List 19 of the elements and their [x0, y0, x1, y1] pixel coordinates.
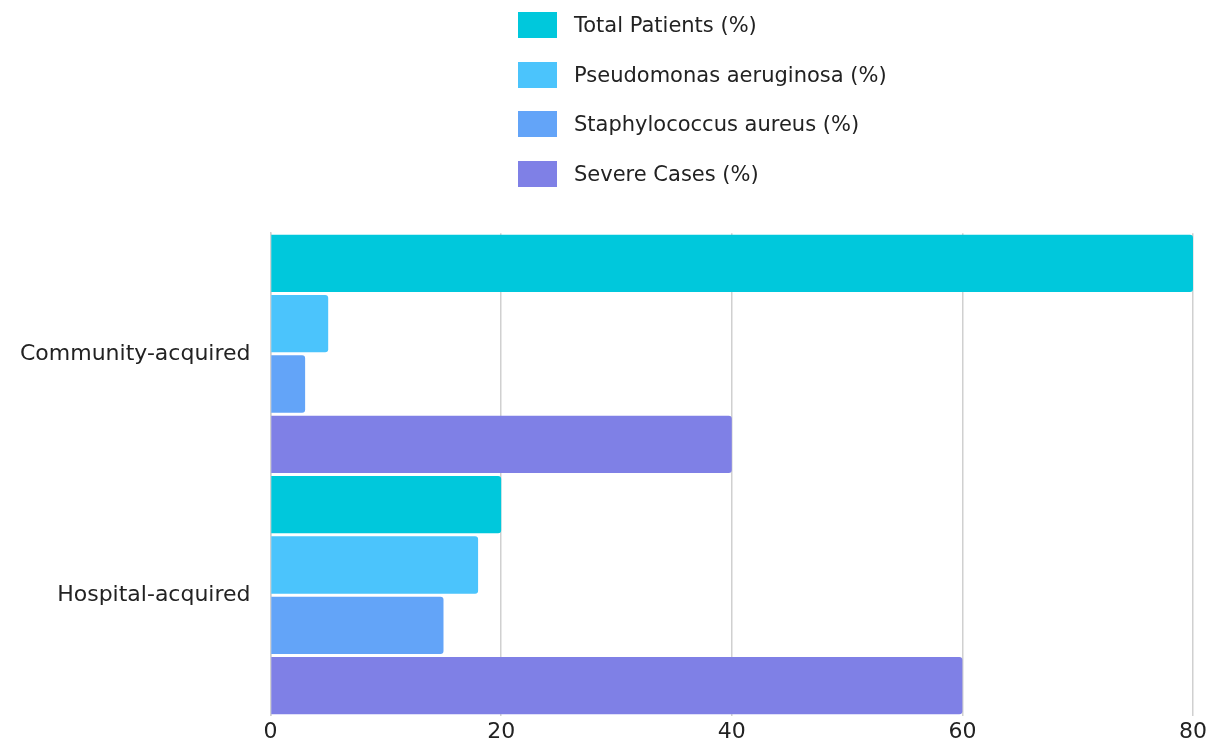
x-tick-label: 40 — [717, 717, 746, 743]
bar — [271, 295, 329, 353]
x-tick-label: 60 — [948, 717, 977, 743]
bar — [271, 656, 963, 715]
x-tick-label: 20 — [487, 717, 516, 743]
x-tick-label: 0 — [263, 717, 278, 743]
legend-label: Severe Cases (%) — [574, 161, 759, 186]
x-tick-label: 80 — [1179, 717, 1207, 743]
bar — [271, 536, 479, 594]
bar — [271, 355, 306, 413]
bar — [271, 234, 1193, 293]
y-tick-label: Community-acquired — [19, 339, 251, 365]
bar — [271, 596, 444, 654]
legend-label: Staphylococcus aureus (%) — [574, 112, 860, 136]
y-tick-label: Hospital-acquired — [57, 580, 251, 606]
bar — [271, 415, 732, 473]
legend-label: Total Patients (%) — [574, 13, 757, 37]
bar — [271, 476, 502, 534]
legend-label: Pseudomonas aeruginosa (%) — [574, 62, 887, 87]
